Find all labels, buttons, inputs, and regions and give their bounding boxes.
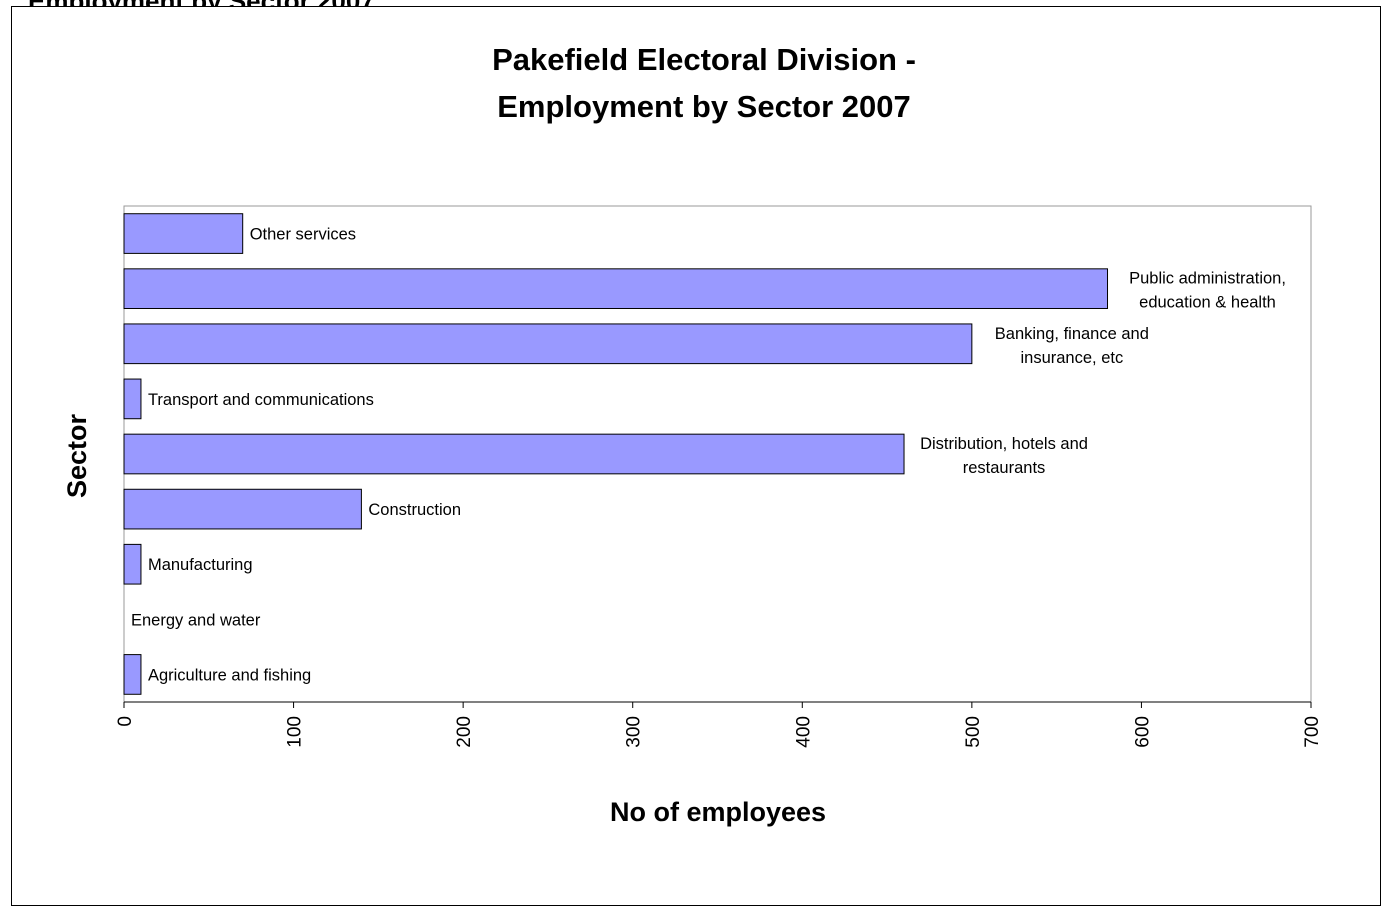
bar-label: education & health <box>1139 294 1276 312</box>
axis-titles: No of employees Sector <box>62 413 826 827</box>
bar-label: Energy and water <box>131 611 261 629</box>
bar-labels: Other services Public administration, educ… <box>131 226 1286 685</box>
bar-label: Public administration, <box>1129 270 1286 288</box>
y-axis-title: Sector <box>62 413 92 498</box>
bar-5 <box>123 433 905 475</box>
bar-label: Distribution, hotels and <box>920 435 1088 453</box>
x-tick-label: 100 <box>285 716 306 748</box>
chart-title-line-2: Employment by Sector 2007 <box>497 89 911 124</box>
x-axis: 0 100 200 300 400 500 600 700 <box>115 701 1323 748</box>
bars <box>123 213 1109 695</box>
bar-7 <box>123 543 142 585</box>
bar-label: Agriculture and fishing <box>148 666 311 684</box>
bar-label: insurance, etc <box>1020 349 1123 367</box>
bar-label: Banking, finance and <box>995 325 1149 343</box>
x-tick-label: 300 <box>624 716 645 748</box>
x-tick-label: 600 <box>1132 716 1153 748</box>
chart-title: Pakefield Electoral Division - Employment… <box>492 42 916 124</box>
x-tick-label: 700 <box>1302 716 1323 748</box>
x-axis-title: No of employees <box>610 797 826 827</box>
bar-9 <box>123 654 142 695</box>
x-tick-label: 0 <box>115 716 136 727</box>
bar-label: Construction <box>368 501 461 519</box>
bar-label: Other services <box>250 226 356 244</box>
bar-6 <box>123 488 362 530</box>
x-tick-label: 200 <box>454 716 475 748</box>
bar-2 <box>123 268 1109 310</box>
bar-label: Manufacturing <box>148 556 253 574</box>
bar-3 <box>123 323 973 365</box>
bar-label: Transport and communications <box>148 391 374 409</box>
x-tick-label: 500 <box>963 716 984 748</box>
x-tick-label: 400 <box>793 716 814 748</box>
bar-4 <box>123 378 142 420</box>
chart-title-line-1: Pakefield Electoral Division - <box>492 42 916 77</box>
bar-1 <box>123 213 244 254</box>
bar-label: restaurants <box>963 459 1046 477</box>
